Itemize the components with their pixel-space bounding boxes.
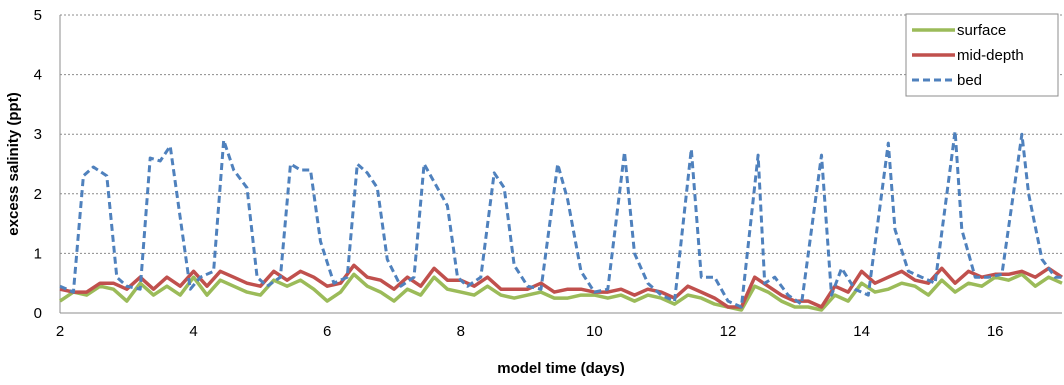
x-tick-label: 4 <box>189 323 197 340</box>
x-tick-label: 16 <box>987 323 1004 340</box>
x-tick-label: 6 <box>323 323 331 340</box>
x-tick-label: 14 <box>853 323 870 340</box>
series-mid-depth <box>59 263 1063 309</box>
y-tick-label: 5 <box>34 7 42 24</box>
series-bed <box>59 129 1062 309</box>
legend-label-surface: surface <box>957 22 1006 39</box>
y-tick-label: 3 <box>34 126 42 143</box>
x-tick-label: 8 <box>457 323 465 340</box>
y-tick-label: 2 <box>34 186 42 203</box>
series-surface <box>59 272 1063 312</box>
grid-lines <box>60 14 1062 254</box>
legend-label-bed: bed <box>957 72 982 89</box>
plot-frame <box>59 15 1062 314</box>
y-tick-label: 1 <box>34 245 42 262</box>
x-tick-label: 2 <box>56 323 64 340</box>
x-axis-title: model time (days) <box>497 360 625 377</box>
series-layer <box>59 129 1063 312</box>
y-tick-label: 0 <box>34 305 42 322</box>
legend: surface mid-depth bed <box>905 13 1059 97</box>
x-tick-label: 10 <box>586 323 603 340</box>
x-tick-label: 12 <box>720 323 737 340</box>
legend-label-mid-depth: mid-depth <box>957 47 1024 64</box>
y-tick-label: 4 <box>34 67 42 84</box>
y-axis-title: excess salinity (ppt) <box>5 92 22 235</box>
